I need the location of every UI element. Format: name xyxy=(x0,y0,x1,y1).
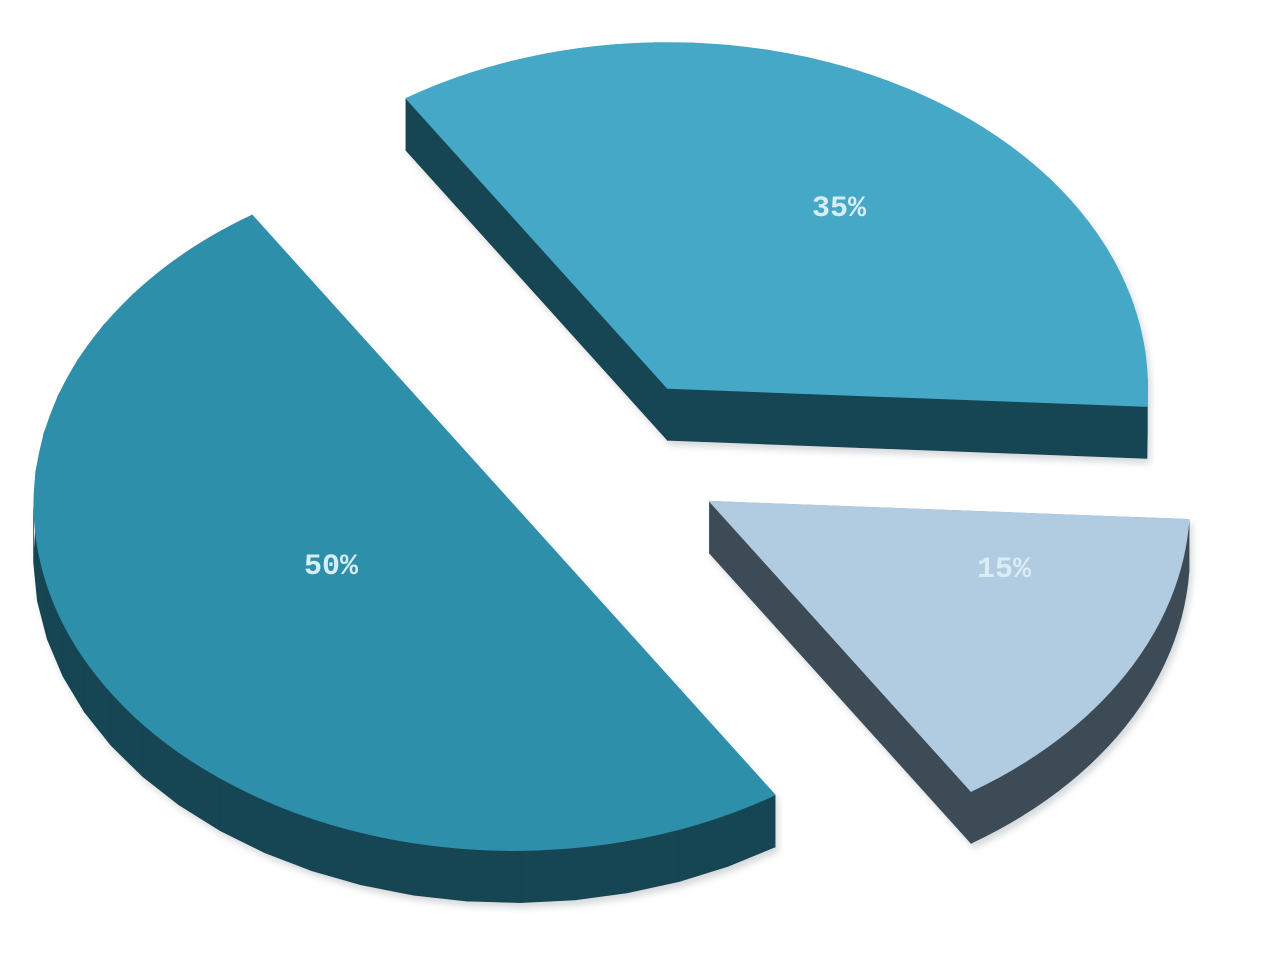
svg-text:15%: 15% xyxy=(977,553,1032,587)
svg-text:50%: 50% xyxy=(304,550,359,584)
svg-text:35%: 35% xyxy=(812,192,867,226)
